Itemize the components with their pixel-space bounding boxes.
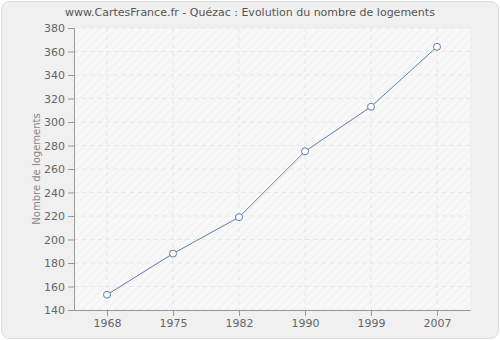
grid-line xyxy=(74,51,470,52)
point xyxy=(104,291,111,298)
tick-label: 360 xyxy=(44,46,65,59)
grid-line xyxy=(74,98,470,99)
tick: 1975 xyxy=(160,310,188,330)
tick: 360 xyxy=(44,46,74,59)
plot: 1401601802002202402602803003203403603801… xyxy=(44,22,471,330)
tick-mark xyxy=(68,310,74,311)
grid-line xyxy=(74,122,470,123)
marks xyxy=(104,43,441,298)
grid-line xyxy=(74,75,470,76)
tick-label: 180 xyxy=(44,257,65,270)
background xyxy=(2,2,499,339)
tick-mark xyxy=(68,193,74,194)
tick-label: 200 xyxy=(44,234,65,247)
point xyxy=(302,148,309,155)
tick-label: 140 xyxy=(44,304,65,317)
tick-mark xyxy=(68,52,74,53)
grid-line xyxy=(74,216,470,217)
axis-line xyxy=(75,310,471,311)
tick: 1999 xyxy=(358,310,386,330)
tick-label: 260 xyxy=(44,163,65,176)
tick-mark xyxy=(68,122,74,123)
tick-mark xyxy=(107,310,108,316)
tick-label: 240 xyxy=(44,187,65,200)
tick-label: 320 xyxy=(44,93,65,106)
tick: 180 xyxy=(44,257,74,270)
tick: 2007 xyxy=(424,310,452,330)
y-axis: 140 160 180 200 220 240 260 280 300 320 340 360 380 xyxy=(44,22,75,317)
tick-label: 2007 xyxy=(424,317,452,330)
line xyxy=(107,47,437,295)
grid-line xyxy=(305,28,306,310)
tick: 320 xyxy=(44,93,74,106)
tick: 140 xyxy=(44,304,74,317)
tick-mark xyxy=(68,28,74,29)
point xyxy=(236,214,243,221)
tick: 160 xyxy=(44,281,74,294)
tick-mark xyxy=(68,99,74,100)
grid-line xyxy=(74,28,470,29)
tick-label: 160 xyxy=(44,281,65,294)
grid-line xyxy=(74,239,470,240)
tick: 340 xyxy=(44,69,74,82)
tick: 240 xyxy=(44,187,74,200)
tick-mark xyxy=(437,310,438,316)
tick-mark xyxy=(239,310,240,316)
tick: 300 xyxy=(44,116,74,129)
tick: 280 xyxy=(44,140,74,153)
grid-line xyxy=(239,28,240,310)
grid-line xyxy=(74,310,470,311)
grid-line xyxy=(74,263,470,264)
tick-label: 380 xyxy=(44,22,65,35)
tick-mark xyxy=(305,310,306,316)
tick-label: 340 xyxy=(44,69,65,82)
grid-line xyxy=(437,28,438,310)
tick: 1990 xyxy=(292,310,320,330)
tick-label: 1999 xyxy=(358,317,386,330)
tick-mark xyxy=(68,216,74,217)
title: www.CartesFrance.fr - Quézac : Evolution… xyxy=(65,6,435,19)
tick: 380 xyxy=(44,22,74,35)
axis-line xyxy=(74,29,75,311)
tick-label: 1982 xyxy=(226,317,254,330)
grid-line xyxy=(74,169,470,170)
grid xyxy=(74,28,470,310)
chart: 1401601802002202402602803003203403603801… xyxy=(0,0,500,340)
grid-line xyxy=(74,192,470,193)
grid-line xyxy=(74,286,470,287)
tick-label: 300 xyxy=(44,116,65,129)
x-axis: 1968 1975 1982 1990 1999 2007 xyxy=(75,310,471,330)
grid-line xyxy=(173,28,174,310)
tick-label: 220 xyxy=(44,210,65,223)
tick: 260 xyxy=(44,163,74,176)
y-axis-title: Nombre de logements xyxy=(31,113,42,224)
tick-label: 1975 xyxy=(160,317,188,330)
tick: 1968 xyxy=(94,310,122,330)
tick-mark xyxy=(68,240,74,241)
tick: 220 xyxy=(44,210,74,223)
tick-mark xyxy=(68,287,74,288)
tick-mark xyxy=(68,169,74,170)
tick-mark xyxy=(68,146,74,147)
tick-label: 280 xyxy=(44,140,65,153)
tick: 1982 xyxy=(226,310,254,330)
grid-line xyxy=(74,145,470,146)
plot-area xyxy=(74,28,470,310)
tick-mark xyxy=(371,310,372,316)
point xyxy=(170,250,177,257)
tick-label: 1990 xyxy=(292,317,320,330)
tick-mark xyxy=(68,263,74,264)
point xyxy=(434,43,441,50)
tick-mark xyxy=(68,75,74,76)
tick-mark xyxy=(173,310,174,316)
tick: 200 xyxy=(44,234,74,247)
point xyxy=(368,103,375,110)
grid-line xyxy=(371,28,372,310)
grid-line xyxy=(107,28,108,310)
tick-label: 1968 xyxy=(94,317,122,330)
